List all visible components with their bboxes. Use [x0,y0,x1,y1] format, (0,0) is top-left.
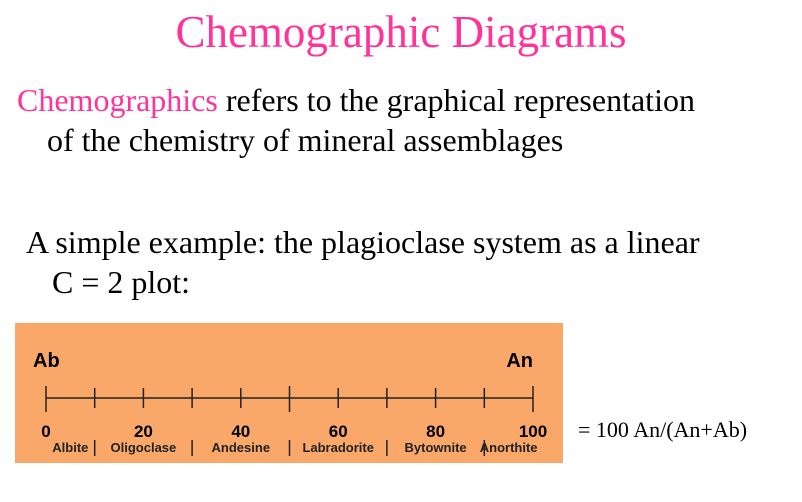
tick-label: 40 [231,422,250,441]
mineral-label: Labradorite [302,440,374,455]
ab-label: Ab [33,350,60,372]
example-paragraph: A simple example: the plagioclase system… [26,222,700,302]
definition-paragraph: Chemographics refers to the graphical re… [17,80,695,160]
tick-label: 60 [329,422,348,441]
tick-label: 0 [41,422,50,441]
tick-label: 20 [134,422,153,441]
slide-title: Chemographic Diagrams [175,7,627,57]
plagioclase-axis: Ab An 0 20 40 60 80 100 Albite Oligoclase Andes… [33,350,547,456]
composition-formula: = 100 An/(An+Ab) [578,417,748,442]
example-line2: C = 2 plot: [52,264,191,300]
plagioclase-diagram: Ab An 0 20 40 60 80 100 Albite Oligoclase Andes… [15,323,563,463]
highlight-term: Chemographics [17,82,218,118]
tick-label: 80 [426,422,445,441]
mineral-label: Anorthite [480,440,538,455]
mineral-label: Oligoclase [111,440,177,455]
mineral-label: Bytownite [405,440,467,455]
definition-text-line2: of the chemistry of mineral assemblages [47,122,564,158]
definition-text: refers to the graphical representation [217,82,695,118]
mineral-label: Albite [52,440,88,455]
an-label: An [506,350,533,372]
mineral-label: Andesine [212,440,271,455]
tick-label: 100 [519,422,547,441]
example-line1: A simple example: the plagioclase system… [26,224,700,260]
